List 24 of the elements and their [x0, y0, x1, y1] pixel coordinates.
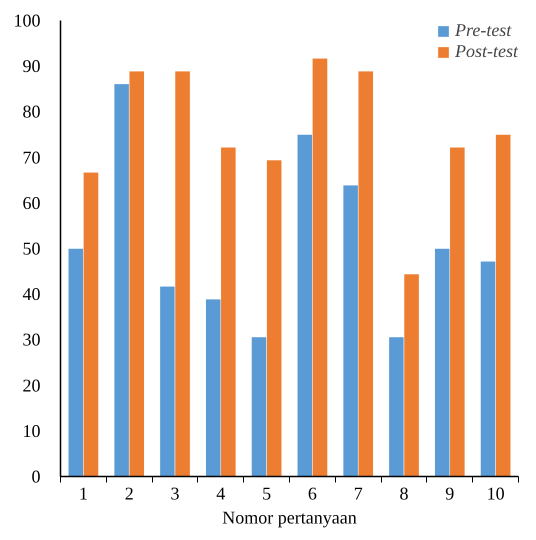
x-tick-label: 8	[400, 484, 408, 504]
y-tick-label: 60	[22, 192, 40, 213]
y-tick-label: 0	[32, 466, 40, 486]
y-tick-label: 10	[22, 420, 40, 441]
y-tick-label: 40	[22, 284, 40, 304]
legend-label: Pre-test	[455, 20, 512, 41]
x-tick-label: 7	[354, 484, 363, 504]
y-tick-label: 80	[22, 102, 40, 122]
x-tick-label: 5	[262, 484, 272, 504]
y-tick-label: 50	[22, 238, 40, 258]
y-tick-label: 30	[22, 330, 40, 350]
legend-label: Post-test	[455, 41, 518, 62]
x-tick-label: 2	[124, 484, 134, 504]
x-axis-title: Nomor pertanyaan	[222, 508, 357, 528]
x-tick-label: 3	[170, 484, 180, 504]
x-tick-label: 9	[445, 484, 454, 504]
x-tick-label: 10	[486, 484, 505, 504]
x-tick-label: 1	[78, 484, 88, 504]
y-tick-label: 90	[22, 56, 40, 76]
y-tick-label: 20	[22, 375, 40, 396]
y-tick-label: 70	[22, 147, 40, 168]
x-tick-label: 4	[216, 484, 226, 504]
y-tick-label: 100	[14, 10, 40, 30]
x-tick-label: 6	[308, 484, 317, 504]
